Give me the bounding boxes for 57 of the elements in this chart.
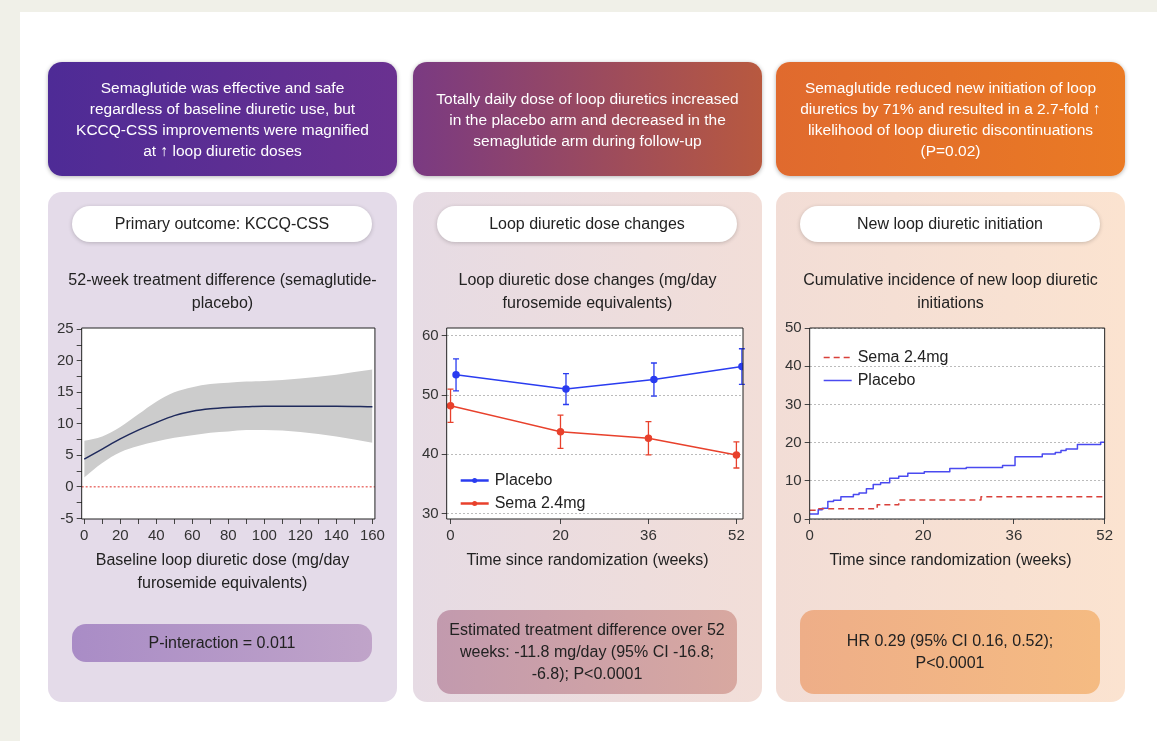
text: P-interaction = 0.011 bbox=[72, 624, 372, 662]
legend-label: Placebo bbox=[857, 370, 916, 388]
y-tick-label: 10 bbox=[57, 413, 74, 431]
y-tick-label: 30 bbox=[785, 394, 802, 412]
legend-label: Placebo bbox=[494, 470, 553, 488]
x-tick-label: 40 bbox=[147, 526, 165, 544]
legend-label: Sema 2.4mg bbox=[494, 493, 586, 511]
legend-label: Sema 2.4mg bbox=[857, 347, 949, 365]
text: HR 0.29 (95% CI 0.16, 0.52); P<0.0001 bbox=[800, 610, 1100, 694]
y-tick-label: 0 bbox=[65, 476, 74, 494]
y-tick-label: 0 bbox=[793, 509, 802, 527]
x-tick-label: 140 bbox=[323, 526, 349, 544]
chart-title: Loop diuretic dose changes bbox=[437, 206, 737, 242]
x-axis-title: Time since randomization (weeks) bbox=[828, 550, 1073, 570]
chart-title: Primary outcome: KCCQ-CSS bbox=[72, 206, 372, 242]
text: Totally daily dose of loop diuretics increased in the placebo arm and decreased in the semaglutide arm during follow-up bbox=[413, 62, 762, 176]
chart-subtitle: 52-week treatment difference (semaglutide-placebo) bbox=[67, 270, 378, 313]
x-tick-label: 120 bbox=[287, 526, 313, 544]
x-tick-label: 20 bbox=[552, 526, 569, 544]
x-tick-label: 36 bbox=[1005, 526, 1023, 544]
point bbox=[732, 451, 741, 459]
y-tick-label: 15 bbox=[57, 382, 74, 400]
text: Semaglutide reduced new initiation of loop diuretics by 71% and resulted in a 2.7-fold ↑ likelihood of loop diuretic discontinuations (P=0.02) bbox=[776, 62, 1125, 176]
x-tick-label: 0 bbox=[805, 526, 814, 544]
y-tick-label: -5 bbox=[60, 508, 74, 526]
x-tick-label: 60 bbox=[183, 526, 201, 544]
y-tick-label: 25 bbox=[57, 319, 74, 337]
y-tick-label: 40 bbox=[785, 356, 802, 374]
text: Estimated treatment difference over 52 weeks: -11.8 mg/day (95% CI -16.8; -6.8); P<0.0001 bbox=[437, 610, 737, 694]
chart-title: New loop diuretic initiation bbox=[800, 206, 1100, 242]
x-tick-label: 160 bbox=[359, 526, 385, 544]
x-tick-label: 80 bbox=[219, 526, 237, 544]
line-series bbox=[83, 405, 374, 460]
x-tick-label: 100 bbox=[251, 526, 277, 544]
x-tick-label: 52 bbox=[1096, 526, 1113, 544]
y-tick-label: 60 bbox=[422, 325, 439, 343]
point bbox=[644, 434, 653, 443]
x-tick-label: 36 bbox=[640, 526, 657, 544]
x-tick-label: 52 bbox=[728, 526, 745, 544]
y-tick-label: 20 bbox=[785, 432, 802, 450]
x-axis-title: Baseline loop diuretic dose (mg/day furosemide equivalents) bbox=[94, 550, 351, 593]
y-tick-label: 40 bbox=[422, 444, 439, 462]
chart-subtitle: Cumulative incidence of new loop diuretic initiations bbox=[802, 270, 1099, 313]
point bbox=[446, 401, 455, 410]
y-tick-label: 50 bbox=[422, 385, 439, 403]
y-tick-label: 30 bbox=[422, 503, 439, 521]
y-tick-label: 20 bbox=[57, 350, 74, 368]
x-axis-title: Time since randomization (weeks) bbox=[465, 550, 710, 570]
text: Semaglutide was effective and safe regardless of baseline diuretic use, but KCCQ-CSS improvements were magnified at ↑ loop diuretic doses bbox=[48, 62, 397, 176]
y-tick-label: 50 bbox=[785, 318, 802, 336]
y-tick-label: 5 bbox=[65, 445, 74, 463]
x-tick-label: 0 bbox=[80, 526, 89, 544]
x-tick-label: 20 bbox=[914, 526, 932, 544]
x-tick-label: 20 bbox=[111, 526, 129, 544]
y-tick-label: 10 bbox=[785, 470, 802, 488]
chart-subtitle: Loop diuretic dose changes (mg/day furosemide equivalents) bbox=[457, 270, 718, 313]
x-tick-label: 0 bbox=[446, 526, 455, 544]
